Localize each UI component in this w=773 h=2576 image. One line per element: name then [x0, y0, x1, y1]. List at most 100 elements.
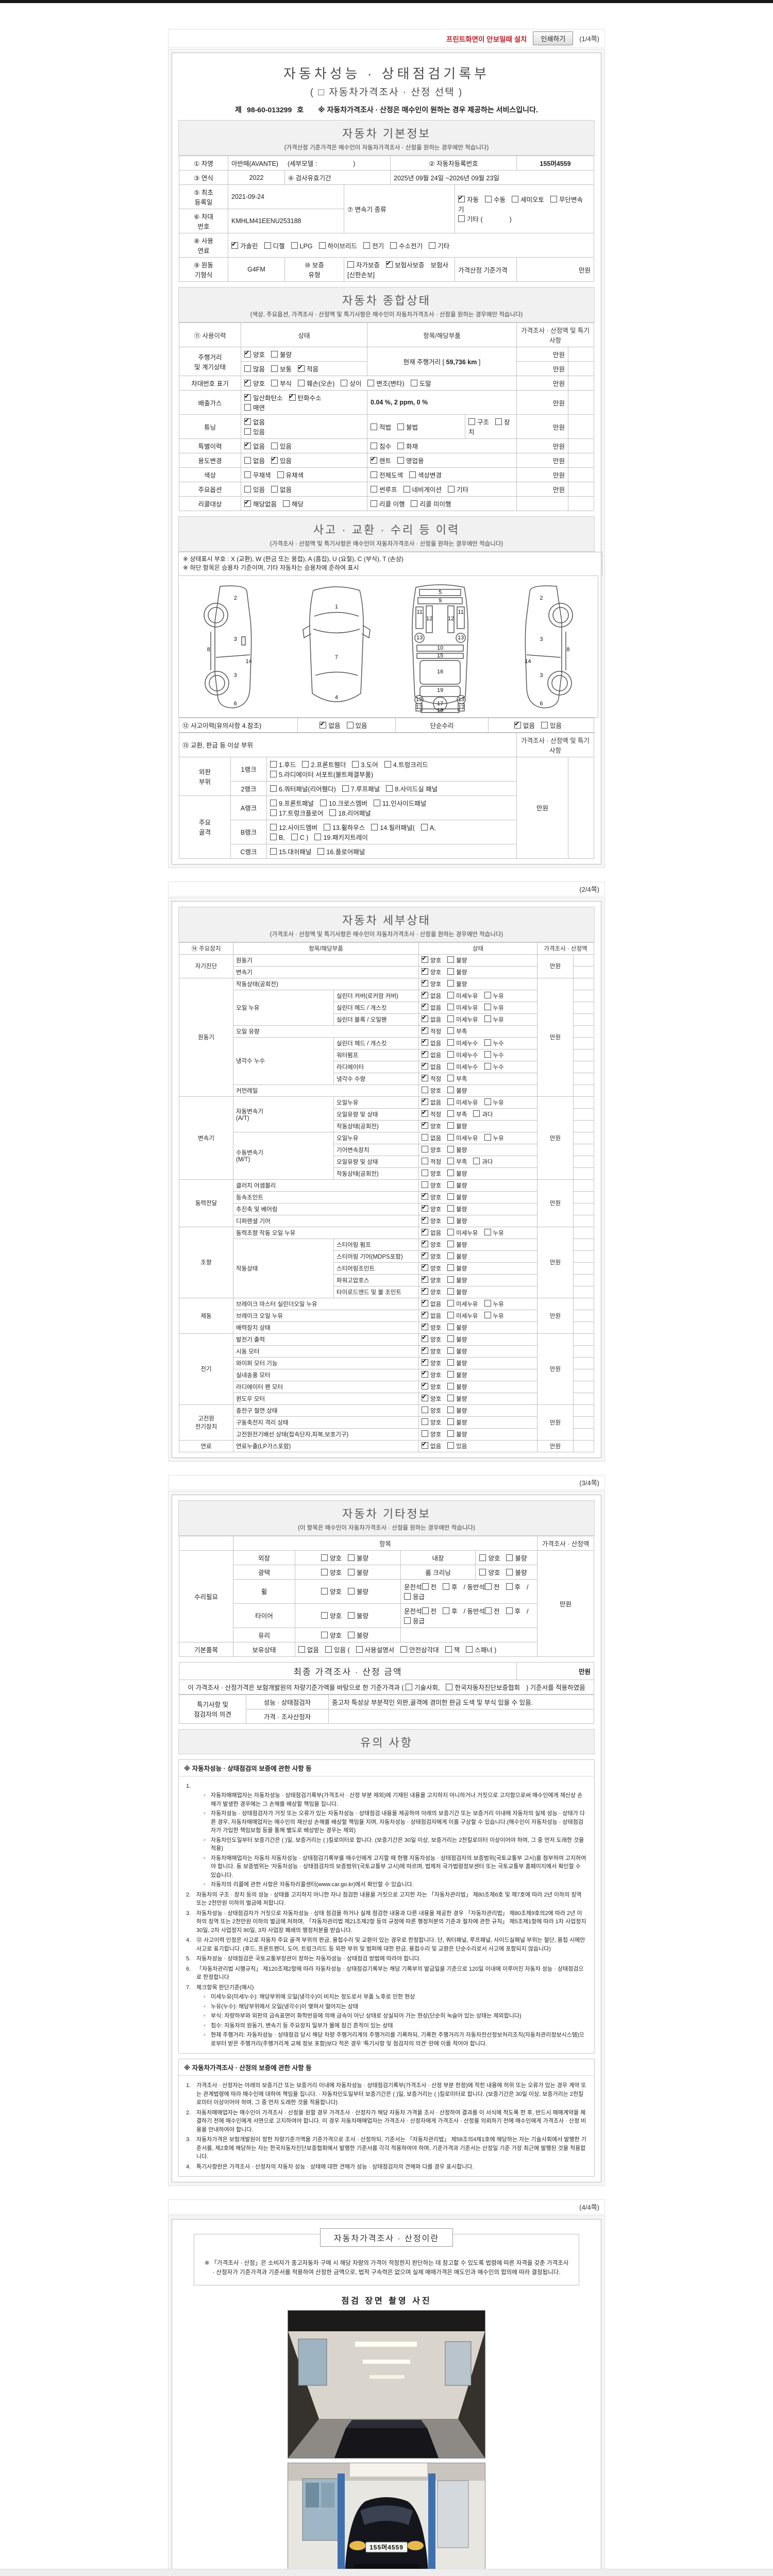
checkbox[interactable]	[484, 1133, 491, 1141]
checkbox[interactable]	[356, 1646, 363, 1653]
checkbox[interactable]	[404, 1617, 411, 1624]
checkbox[interactable]	[447, 1370, 455, 1378]
checkbox-checked[interactable]	[422, 1322, 428, 1330]
checkbox[interactable]	[429, 242, 436, 249]
checkbox[interactable]	[468, 418, 475, 425]
checkbox-checked[interactable]	[422, 1026, 428, 1034]
checkbox[interactable]	[244, 428, 251, 435]
checkbox[interactable]	[458, 215, 465, 222]
checkbox[interactable]	[397, 423, 404, 430]
checkbox[interactable]	[422, 1169, 428, 1176]
checkbox[interactable]	[443, 1607, 450, 1614]
checkbox[interactable]	[346, 721, 354, 728]
checkbox[interactable]	[370, 443, 377, 449]
checkbox[interactable]	[447, 1442, 455, 1449]
checkbox[interactable]	[447, 1039, 455, 1046]
checkbox[interactable]	[484, 991, 491, 998]
checkbox[interactable]	[371, 823, 378, 831]
checkbox[interactable]	[512, 196, 519, 202]
checkbox[interactable]	[447, 1430, 455, 1437]
checkbox-checked[interactable]	[231, 241, 238, 249]
checkbox[interactable]	[321, 1554, 328, 1561]
checkbox-checked[interactable]	[422, 1298, 428, 1307]
checkbox[interactable]	[422, 1145, 428, 1153]
checkbox[interactable]	[484, 1583, 492, 1590]
checkbox[interactable]	[445, 1646, 452, 1653]
checkbox[interactable]	[422, 1133, 428, 1141]
checkbox[interactable]	[550, 196, 558, 202]
checkbox[interactable]	[447, 1074, 455, 1081]
checkbox[interactable]	[447, 1382, 455, 1389]
checkbox-checked[interactable]	[422, 1002, 428, 1010]
checkbox[interactable]	[405, 1683, 412, 1690]
checkbox[interactable]	[447, 1394, 455, 1401]
checkbox[interactable]	[447, 1015, 455, 1022]
checkbox[interactable]	[447, 1299, 455, 1307]
checkbox[interactable]	[373, 799, 380, 806]
checkbox[interactable]	[447, 1169, 455, 1176]
checkbox-checked[interactable]	[422, 1275, 428, 1283]
checkbox-checked[interactable]	[422, 1038, 428, 1046]
checkbox[interactable]	[447, 1050, 455, 1058]
checkbox[interactable]	[447, 1418, 455, 1425]
checkbox-checked[interactable]	[422, 1061, 428, 1070]
checkbox[interactable]	[347, 1568, 355, 1575]
checkbox[interactable]	[270, 770, 277, 777]
checkbox-checked[interactable]	[298, 364, 305, 372]
checkbox[interactable]	[484, 1062, 491, 1070]
checkbox[interactable]	[291, 833, 298, 840]
checkbox[interactable]	[447, 1133, 455, 1141]
checkbox[interactable]	[244, 365, 251, 372]
checkbox[interactable]	[270, 848, 277, 855]
checkbox[interactable]	[447, 1193, 455, 1200]
checkbox[interactable]	[422, 1418, 428, 1425]
checkbox-checked[interactable]	[422, 1286, 428, 1295]
checkbox[interactable]	[447, 1003, 455, 1010]
checkbox[interactable]	[447, 1287, 455, 1295]
checkbox[interactable]	[384, 760, 391, 768]
checkbox[interactable]	[447, 1347, 455, 1354]
checkbox[interactable]	[271, 486, 278, 493]
checkbox[interactable]	[321, 1631, 328, 1638]
checkbox[interactable]	[397, 457, 404, 464]
checkbox[interactable]	[479, 1568, 486, 1575]
checkbox[interactable]	[447, 1252, 455, 1259]
checkbox[interactable]	[422, 1157, 428, 1164]
checkbox-checked[interactable]	[422, 1227, 428, 1235]
checkbox-checked[interactable]	[422, 1192, 428, 1200]
checkbox[interactable]	[347, 1554, 355, 1561]
checkbox[interactable]	[447, 1216, 455, 1224]
checkbox[interactable]	[484, 1311, 491, 1318]
checkbox-checked[interactable]	[422, 1334, 428, 1342]
checkbox[interactable]	[264, 242, 271, 249]
checkbox[interactable]	[347, 1631, 355, 1638]
checkbox[interactable]	[506, 1583, 513, 1590]
checkbox[interactable]	[447, 1323, 455, 1330]
checkbox[interactable]	[448, 486, 455, 493]
checkbox[interactable]	[506, 1607, 513, 1614]
checkbox[interactable]	[447, 979, 455, 987]
checkbox[interactable]	[447, 1181, 455, 1188]
checkbox-checked[interactable]	[514, 720, 521, 728]
checkbox-checked[interactable]	[422, 1381, 428, 1389]
checkbox-checked[interactable]	[422, 1109, 428, 1117]
checkbox-checked[interactable]	[244, 393, 251, 401]
checkbox[interactable]	[270, 785, 277, 792]
checkbox-checked[interactable]	[422, 1251, 428, 1259]
checkbox[interactable]	[270, 823, 277, 831]
checkbox-checked[interactable]	[386, 260, 393, 268]
checkbox[interactable]	[298, 380, 305, 386]
checkbox[interactable]	[422, 1583, 429, 1590]
checkbox[interactable]	[447, 1027, 455, 1034]
checkbox[interactable]	[447, 1228, 455, 1235]
checkbox[interactable]	[447, 1276, 455, 1283]
checkbox[interactable]	[447, 1110, 455, 1117]
checkbox[interactable]	[283, 500, 290, 507]
checkbox[interactable]	[484, 1228, 491, 1235]
checkbox-checked[interactable]	[422, 1097, 428, 1105]
checkbox[interactable]	[447, 1335, 455, 1342]
checkbox[interactable]	[271, 380, 278, 386]
checkbox[interactable]	[342, 785, 349, 792]
checkbox-checked[interactable]	[422, 1310, 428, 1318]
checkbox[interactable]	[302, 760, 309, 768]
